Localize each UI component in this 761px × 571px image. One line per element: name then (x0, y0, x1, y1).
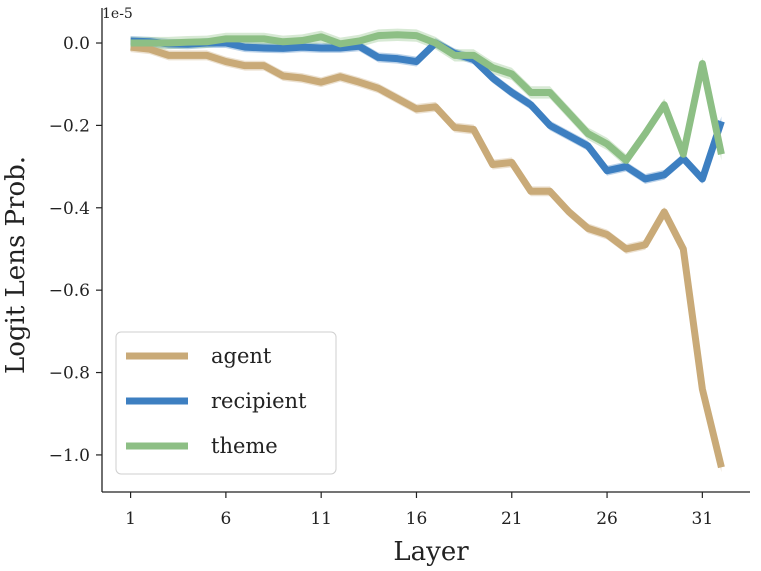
x-tick-label: 26 (596, 509, 618, 529)
y-axis-ticks: 0.0 −0.2 −0.4 −0.6 −0.8 −1.0 (49, 34, 102, 466)
y-tick-label: −1.0 (49, 446, 90, 466)
x-tick-label: 31 (692, 509, 714, 529)
y-tick-label: −0.2 (49, 116, 90, 136)
y-tick-label: 0.0 (63, 34, 90, 54)
y-scale-label: 1e-5 (102, 6, 133, 22)
series-line-agent (130, 43, 725, 469)
series-line-recipient (130, 37, 725, 183)
y-tick-label: −0.6 (49, 281, 90, 301)
series-lines (130, 31, 725, 469)
x-tick-label: 21 (501, 509, 523, 529)
x-axis-title: Layer (393, 537, 469, 567)
axes (101, 8, 750, 493)
y-axis-title: Logit Lens Prob. (1, 156, 31, 374)
x-tick-label: 16 (406, 509, 428, 529)
legend-label-theme: theme (211, 434, 278, 458)
y-tick-label: −0.8 (49, 364, 90, 384)
legend: agent recipient theme (115, 331, 337, 475)
x-axis-ticks: 1 6 11 16 21 26 31 (125, 492, 713, 529)
series-line-theme (130, 31, 725, 164)
legend-box (115, 331, 337, 475)
legend-label-agent: agent (211, 344, 272, 368)
x-tick-label: 11 (310, 509, 332, 529)
y-tick-label: −0.4 (49, 199, 90, 219)
x-tick-label: 6 (220, 509, 231, 529)
x-tick-label: 1 (125, 509, 136, 529)
legend-label-recipient: recipient (211, 389, 307, 413)
